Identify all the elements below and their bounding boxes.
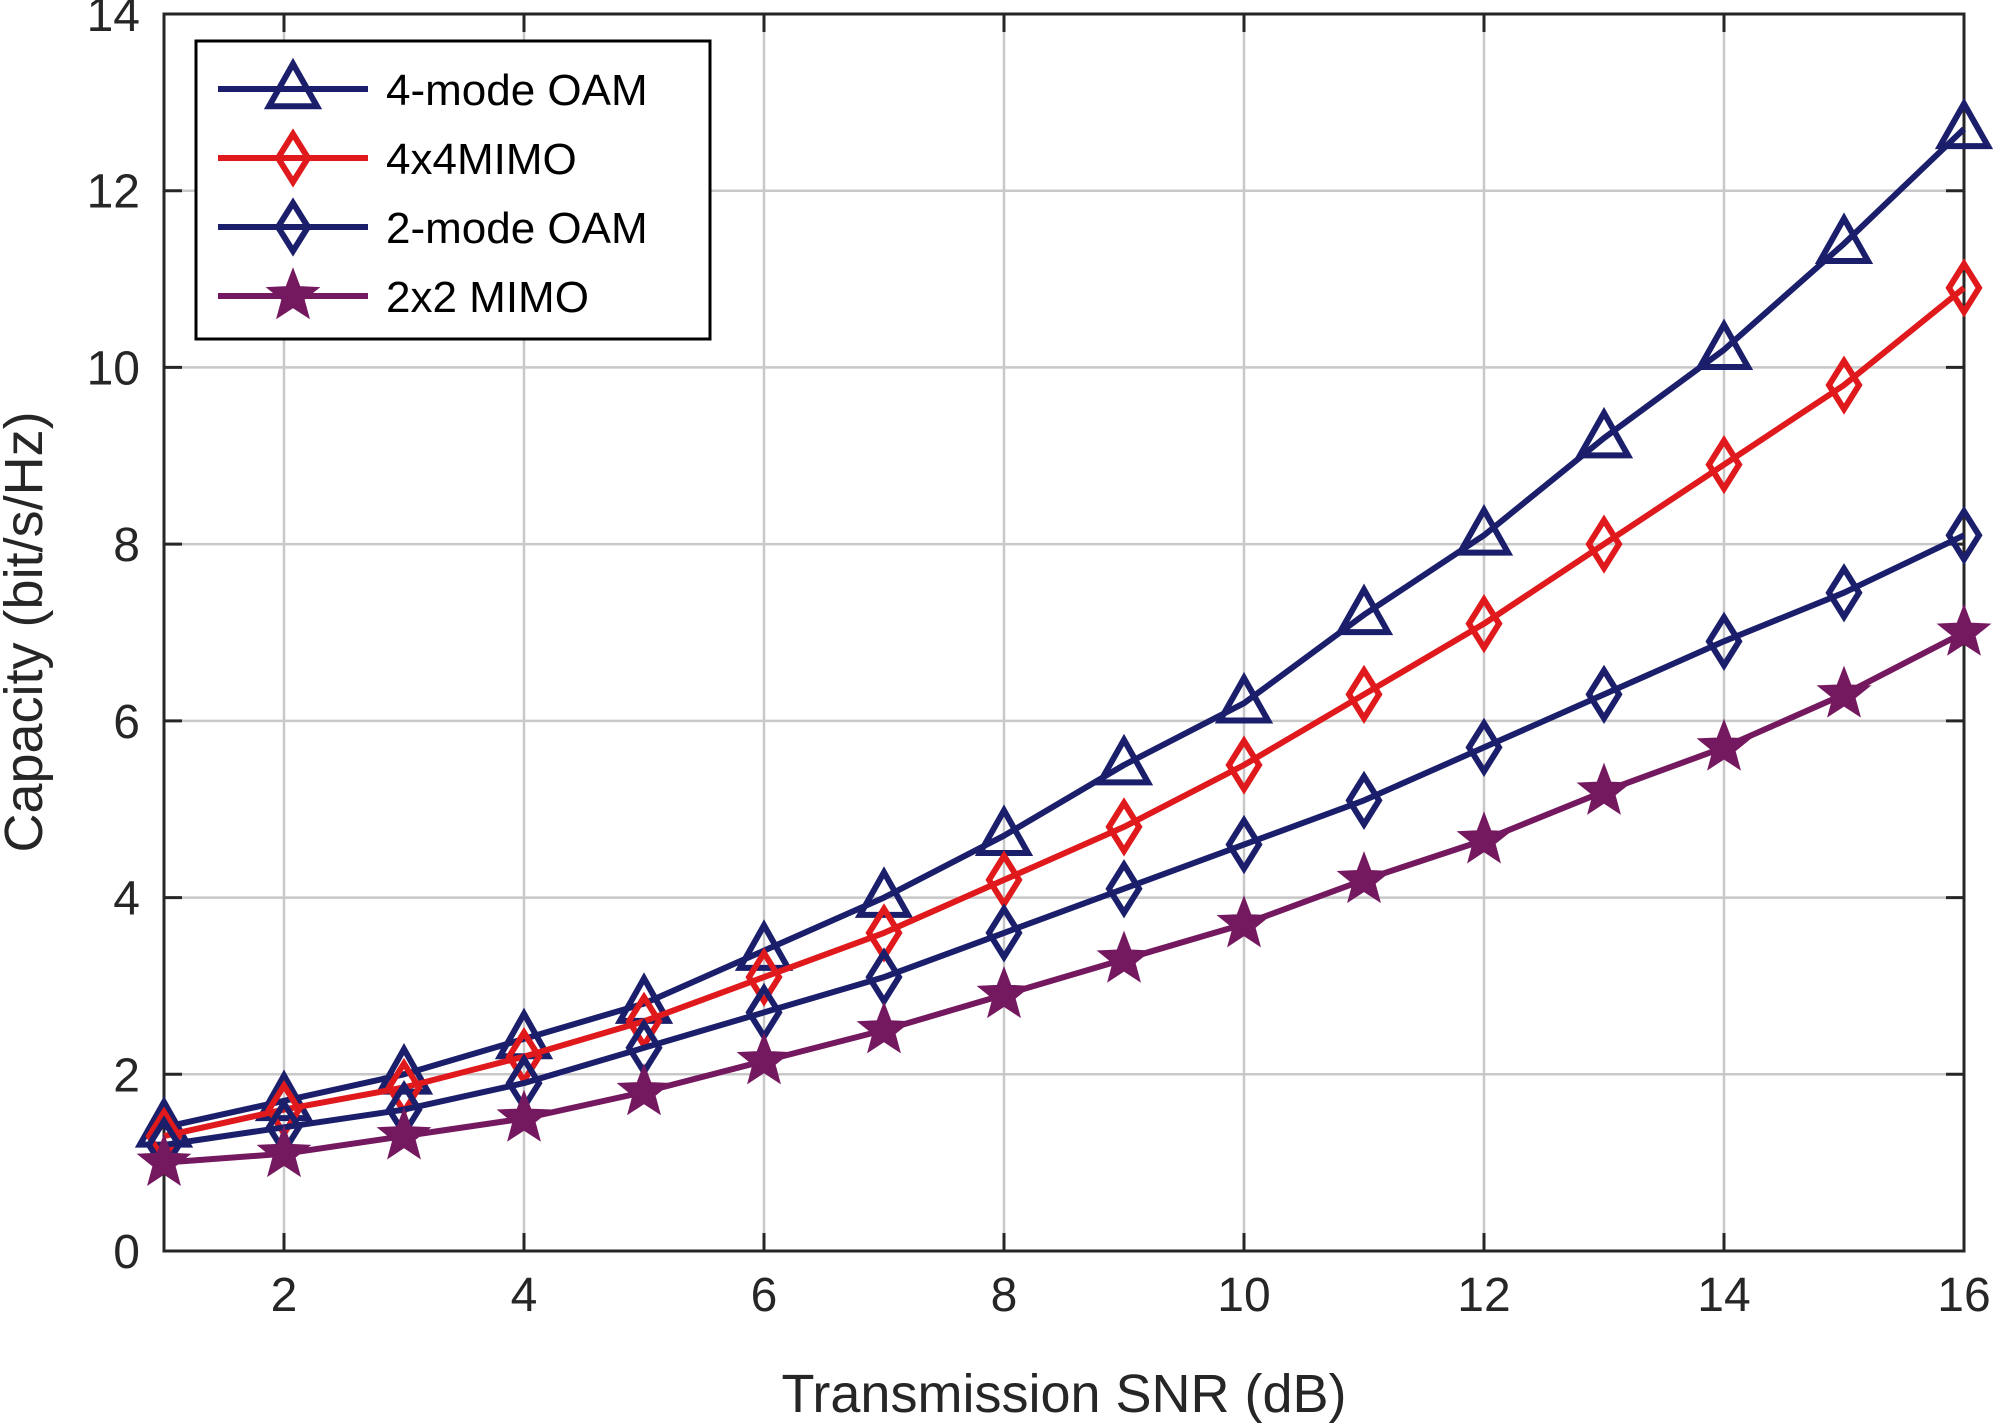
data-point-2-mode-oam-10 bbox=[1225, 814, 1263, 875]
data-point-2x2-mimo-9 bbox=[1096, 930, 1152, 983]
data-point-4-mode-oam-14 bbox=[1694, 318, 1754, 371]
data-point-2x2-mimo-16 bbox=[1936, 603, 1992, 656]
data-point-4-mode-oam-10 bbox=[1214, 671, 1274, 724]
y-tick-label-14: 14 bbox=[87, 0, 140, 42]
data-point-2x2-mimo-3 bbox=[376, 1107, 432, 1160]
data-point-2x2-mimo-6 bbox=[736, 1032, 792, 1085]
data-point-2x2-mimo-10 bbox=[1216, 895, 1272, 948]
data-point-4-mode-oam-2 bbox=[254, 1069, 314, 1122]
data-point-4x4mimo-15 bbox=[1825, 355, 1863, 415]
data-point-2x2-mimo-4 bbox=[496, 1089, 552, 1142]
data-point-4-mode-oam-3 bbox=[374, 1042, 434, 1095]
legend-label-4x4mimo: 4x4MIMO bbox=[386, 135, 577, 184]
data-point-4x4mimo-13 bbox=[1585, 514, 1623, 574]
y-tick-label-12: 12 bbox=[87, 166, 140, 219]
legend-label-4-mode-oam: 4-mode OAM bbox=[386, 66, 648, 115]
legend-item-4x4mimo[interactable]: 4x4MIMO bbox=[218, 128, 577, 188]
data-point-2-mode-oam-13 bbox=[1585, 664, 1623, 725]
series-line-4-mode-oam bbox=[163, 126, 1967, 1131]
data-point-2-mode-oam-15 bbox=[1825, 563, 1863, 623]
data-point-4-mode-oam-9 bbox=[1094, 733, 1154, 786]
legend-label-2x2-mimo: 2x2 MIMO bbox=[386, 273, 589, 322]
y-tick-label-4: 4 bbox=[113, 873, 140, 926]
x-tick-label-16: 16 bbox=[1937, 1269, 1990, 1322]
data-point-2x2-mimo-15 bbox=[1816, 665, 1872, 718]
data-point-4-mode-oam-11 bbox=[1334, 583, 1394, 636]
data-point-2-mode-oam-14 bbox=[1705, 611, 1743, 671]
data-point-4x4mimo-12 bbox=[1465, 594, 1503, 654]
legend-marker-2x2-mimo bbox=[265, 267, 321, 320]
data-point-2x2-mimo-1 bbox=[136, 1133, 192, 1186]
legend-label-2-mode-oam: 2-mode OAM bbox=[386, 204, 648, 253]
data-point-4-mode-oam-6 bbox=[734, 919, 794, 971]
x-tick-label-14: 14 bbox=[1697, 1269, 1750, 1322]
series-2x2-mimo bbox=[136, 603, 1992, 1186]
y-tick-label-8: 8 bbox=[113, 519, 140, 572]
data-point-2x2-mimo-2 bbox=[256, 1124, 312, 1178]
data-point-2x2-mimo-11 bbox=[1336, 851, 1392, 904]
data-point-2x2-mimo-14 bbox=[1696, 718, 1752, 771]
data-point-4-mode-oam-16 bbox=[1934, 97, 1994, 150]
data-point-2-mode-oam-12 bbox=[1465, 717, 1503, 778]
data-point-2-mode-oam-8 bbox=[985, 903, 1023, 963]
series-group bbox=[134, 97, 1994, 1186]
data-point-2-mode-oam-16 bbox=[1945, 505, 1983, 565]
data-point-4-mode-oam-7 bbox=[854, 866, 914, 918]
legend-item-2x2-mimo[interactable]: 2x2 MIMO bbox=[218, 267, 589, 322]
legend-item-2-mode-oam[interactable]: 2-mode OAM bbox=[218, 197, 648, 257]
y-axis-title: Capacity (bit/s/Hz) bbox=[0, 411, 54, 852]
x-tick-label-10: 10 bbox=[1217, 1269, 1270, 1322]
data-point-4x4mimo-6 bbox=[745, 947, 783, 1007]
y-axis: 0 2 4 6 8 10 12 14 bbox=[87, 0, 1964, 1279]
data-point-2x2-mimo-12 bbox=[1456, 811, 1512, 864]
data-point-2-mode-oam-11 bbox=[1345, 770, 1383, 831]
data-point-4x4mimo-14 bbox=[1705, 434, 1743, 495]
legend-marker-2-mode-oam bbox=[274, 197, 312, 257]
x-tick-label-2: 2 bbox=[271, 1269, 298, 1322]
y-tick-label-0: 0 bbox=[113, 1226, 140, 1279]
legend-marker-4-mode-oam bbox=[263, 57, 323, 110]
data-point-4-mode-oam-13 bbox=[1574, 406, 1634, 459]
series-line-4x4mimo bbox=[163, 285, 1966, 1140]
data-point-2x2-mimo-7 bbox=[856, 1001, 912, 1054]
data-point-4x4mimo-16 bbox=[1945, 258, 1983, 318]
x-tick-label-12: 12 bbox=[1457, 1269, 1510, 1322]
data-point-4x4mimo-10 bbox=[1225, 735, 1263, 795]
data-point-2-mode-oam-7 bbox=[865, 947, 903, 1007]
data-point-4x4mimo-9 bbox=[1105, 797, 1143, 857]
data-point-2x2-mimo-13 bbox=[1576, 762, 1632, 815]
y-tick-label-2: 2 bbox=[113, 1049, 140, 1102]
legend-marker-4x4mimo bbox=[274, 128, 312, 188]
data-point-2x2-mimo-5 bbox=[616, 1063, 672, 1116]
series-line-2-mode-oam bbox=[163, 532, 1966, 1148]
x-axis-title: Transmission SNR (dB) bbox=[781, 1364, 1346, 1424]
y-tick-label-6: 6 bbox=[113, 696, 140, 749]
data-point-2x2-mimo-8 bbox=[976, 965, 1032, 1019]
series-line-2x2-mimo bbox=[163, 629, 1966, 1166]
legend-item-4-mode-oam[interactable]: 4-mode OAM bbox=[218, 57, 648, 115]
data-point-4-mode-oam-12 bbox=[1454, 504, 1514, 556]
data-point-2-mode-oam-9 bbox=[1105, 859, 1143, 919]
x-tick-label-4: 4 bbox=[511, 1269, 538, 1322]
x-tick-label-8: 8 bbox=[991, 1269, 1018, 1322]
data-point-4-mode-oam-15 bbox=[1814, 212, 1874, 265]
x-tick-label-6: 6 bbox=[751, 1269, 778, 1322]
series-4x4mimo bbox=[145, 258, 1983, 1166]
data-point-4x4mimo-11 bbox=[1345, 664, 1383, 725]
y-tick-label-10: 10 bbox=[87, 342, 140, 395]
legend[interactable]: 4-mode OAM 4x4MIMO 2-mode OAM 2x2 MIMO bbox=[194, 39, 712, 341]
x-axis: 2 4 6 8 10 12 14 16 bbox=[271, 14, 1991, 1322]
